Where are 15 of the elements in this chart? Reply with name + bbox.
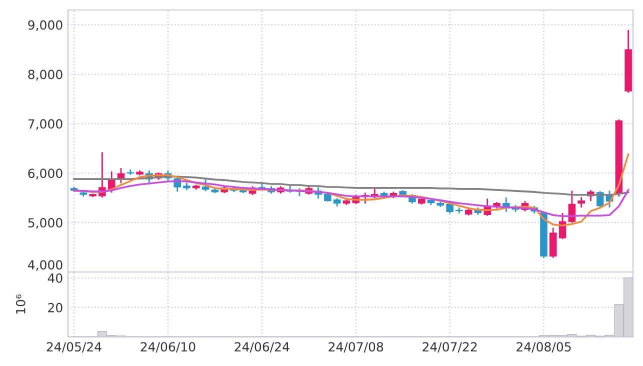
- y-tick-label: 20: [48, 302, 62, 312]
- y-tick-label: 40: [48, 273, 62, 283]
- y-tick-label: 4,000: [28, 260, 62, 271]
- y-axis-title: 10⁶: [16, 294, 26, 314]
- x-tick-label: 24/07/22: [422, 342, 477, 353]
- y-tick-label: 6,000: [28, 168, 62, 180]
- y-tick-label: 9,000: [28, 20, 62, 32]
- y-tick-label: 7,000: [28, 119, 62, 130]
- x-tick-label: 24/08/05: [516, 342, 571, 353]
- x-tick-label: 24/06/24: [234, 342, 290, 353]
- x-tick-label: 24/07/08: [328, 342, 384, 353]
- y-tick-label: 5,000: [28, 218, 62, 229]
- x-tick-label: 24/05/24: [46, 342, 102, 353]
- x-tick-label: 24/06/10: [140, 342, 196, 353]
- y-tick-label: 8,000: [28, 70, 62, 80]
